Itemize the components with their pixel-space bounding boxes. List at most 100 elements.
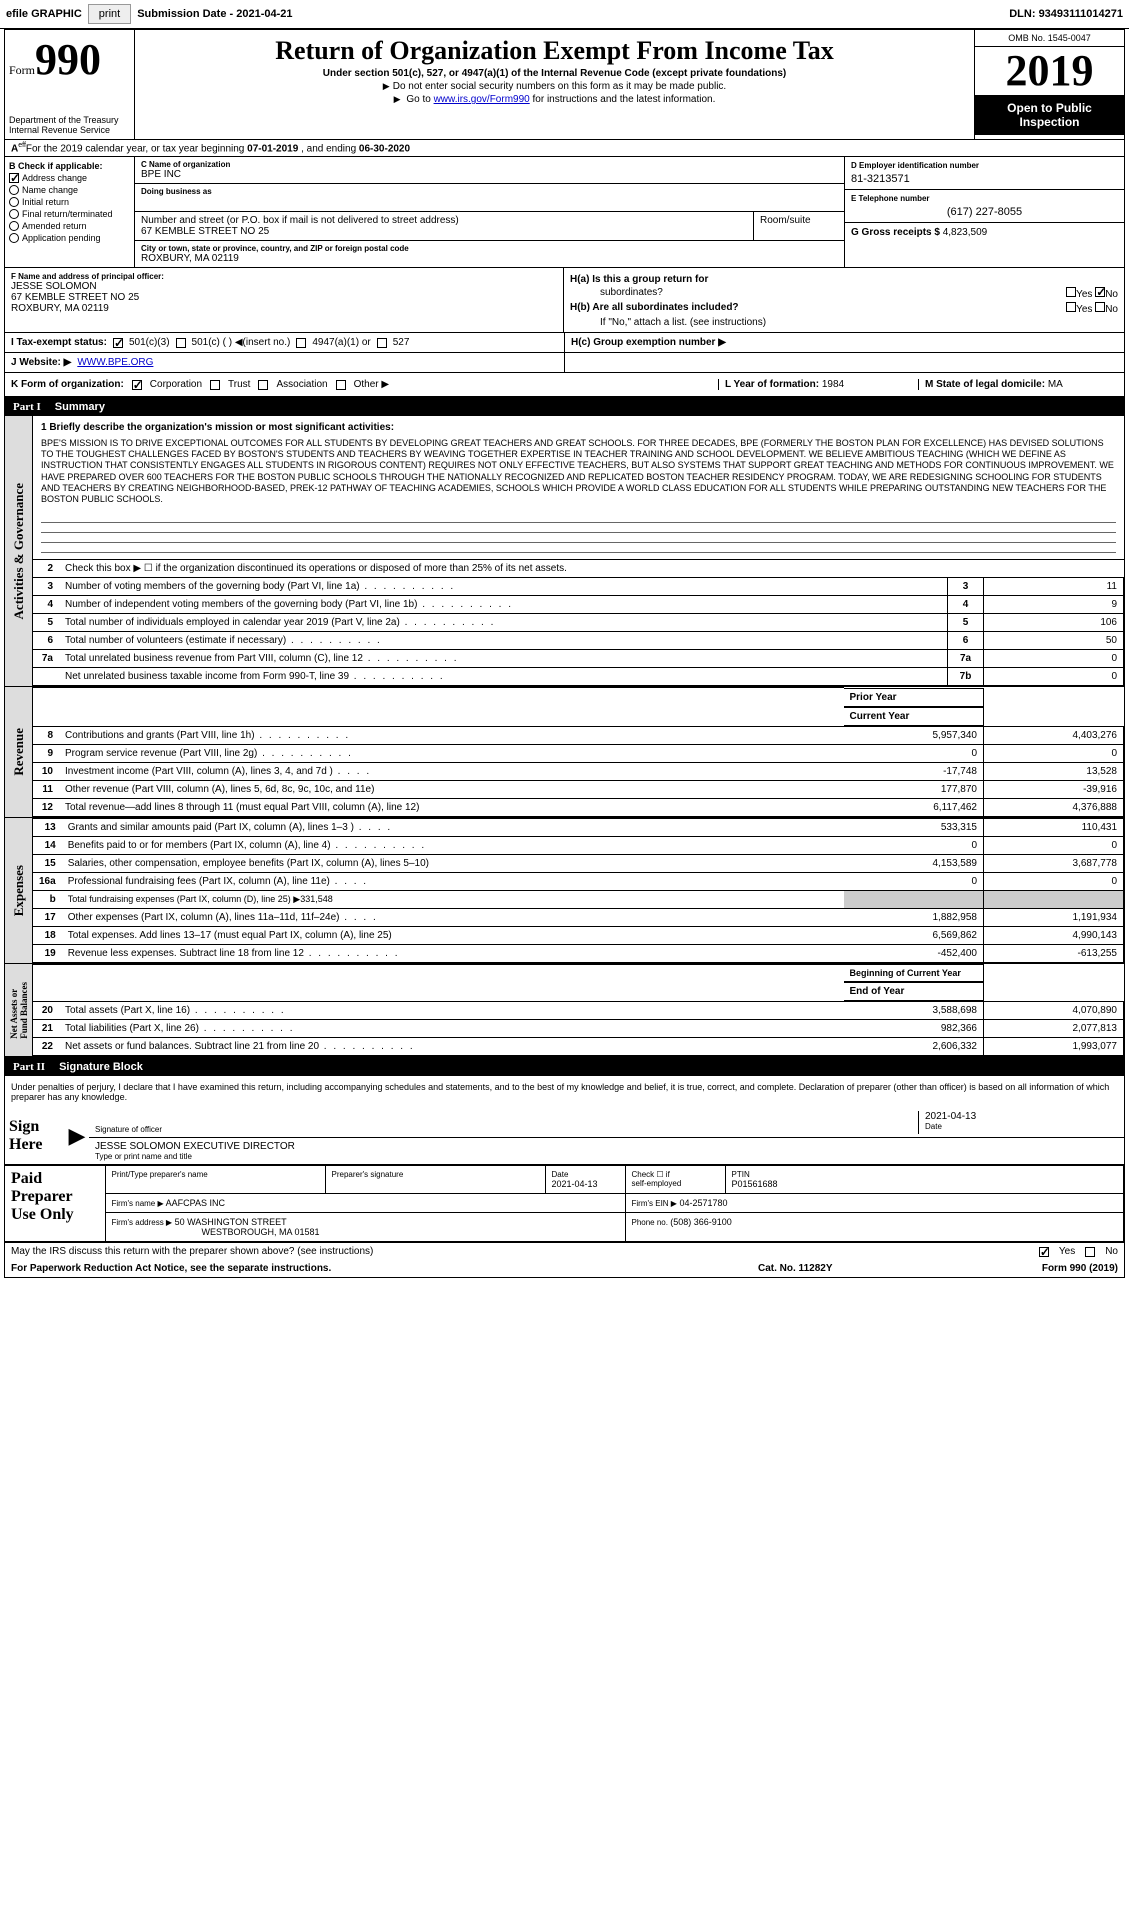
- print-button[interactable]: print: [88, 4, 131, 24]
- box-i-row: I Tax-exempt status: 501(c)(3) 501(c) ( …: [5, 333, 1124, 353]
- sig-date: 2021-04-13: [925, 1111, 1118, 1122]
- city-label: City or town, state or province, country…: [141, 244, 838, 253]
- chk-trust[interactable]: [210, 380, 220, 390]
- calendar-year-row: AeffFor the 2019 calendar year, or tax y…: [5, 140, 1124, 157]
- chk-address-change[interactable]: [9, 173, 19, 183]
- phone-value: (617) 227-8055: [851, 206, 1118, 218]
- box-deg: D Employer identification number 81-3213…: [844, 157, 1124, 267]
- chk-initial-return[interactable]: [9, 197, 19, 207]
- box-l: L Year of formation: 1984: [718, 379, 918, 390]
- box-j-row: J Website: ▶ WWW.BPE.ORG: [5, 353, 1124, 373]
- chk-other[interactable]: [336, 380, 346, 390]
- discuss-no[interactable]: [1085, 1247, 1095, 1257]
- vtab-revenue: Revenue: [5, 687, 33, 817]
- box-fh: F Name and address of principal officer:…: [5, 268, 1124, 333]
- revenue-table: Prior YearCurrent Year 8Contributions an…: [33, 687, 1124, 817]
- chk-527[interactable]: [377, 338, 387, 348]
- officer-name: JESSE SOLOMON: [11, 281, 557, 292]
- mission-text: BPE'S MISSION IS TO DRIVE EXCEPTIONAL OU…: [41, 438, 1116, 506]
- preparer-label: Preparer: [11, 1188, 99, 1206]
- box-c: C Name of organization BPE INC Doing bus…: [135, 157, 844, 267]
- chk-4947[interactable]: [296, 338, 306, 348]
- sign-here-block: Sign Here ▶ Signature of officer 2021-04…: [5, 1108, 1124, 1165]
- ha-no[interactable]: [1095, 287, 1105, 297]
- website-link[interactable]: WWW.BPE.ORG: [77, 357, 153, 368]
- header-right: OMB No. 1545-0047 2019 Open to PublicIns…: [974, 30, 1124, 139]
- activities-governance-section: Activities & Governance 1 Briefly descri…: [5, 416, 1124, 687]
- form-title: Return of Organization Exempt From Incom…: [141, 36, 968, 66]
- vtab-activities: Activities & Governance: [5, 416, 33, 686]
- part-2-header: Part IISignature Block: [5, 1058, 1124, 1076]
- box-klm: K Form of organization: Corporation Trus…: [5, 373, 1124, 398]
- net-assets-table: Beginning of Current YearEnd of Year 20T…: [33, 964, 1124, 1057]
- ha-yes[interactable]: [1066, 287, 1076, 297]
- sign-here-label: Sign Here: [5, 1108, 65, 1164]
- chk-corp[interactable]: [132, 380, 142, 390]
- paid-label: Paid: [11, 1170, 99, 1188]
- footer-row: For Paperwork Reduction Act Notice, see …: [5, 1260, 1124, 1277]
- chk-amended[interactable]: [9, 221, 19, 231]
- sig-officer-label: Signature of officer: [95, 1125, 918, 1134]
- box-m: M State of legal domicile: MA: [918, 379, 1118, 390]
- gross-receipts-value: 4,823,509: [943, 227, 988, 238]
- officer-name-title: JESSE SOLOMON EXECUTIVE DIRECTOR: [95, 1141, 1118, 1152]
- h-note: If "No," attach a list. (see instruction…: [570, 317, 1118, 328]
- penalty-statement: Under penalties of perjury, I declare th…: [5, 1076, 1124, 1108]
- expenses-table: 13Grants and similar amounts paid (Part …: [33, 818, 1124, 963]
- net-assets-section: Net Assets or Fund Balances Beginning of…: [5, 964, 1124, 1059]
- expenses-section: Expenses 13Grants and similar amounts pa…: [5, 818, 1124, 964]
- header-middle: Return of Organization Exempt From Incom…: [135, 30, 974, 139]
- chk-app-pending[interactable]: [9, 233, 19, 243]
- pra-notice: For Paperwork Reduction Act Notice, see …: [11, 1263, 758, 1274]
- officer-addr1: 67 KEMBLE STREET NO 25: [11, 292, 557, 303]
- org-name-label: C Name of organization: [141, 160, 838, 169]
- hb-no[interactable]: [1095, 302, 1105, 312]
- chk-name-change[interactable]: [9, 185, 19, 195]
- sign-arrow-icon: ▶: [65, 1108, 89, 1164]
- dln: DLN: 93493111014271: [1009, 8, 1123, 20]
- gross-receipts-label: G Gross receipts $: [851, 227, 943, 238]
- box-hc: H(c) Group exemption number ▶: [564, 333, 1124, 352]
- hb-yes[interactable]: [1066, 302, 1076, 312]
- vtab-net-assets: Net Assets or Fund Balances: [5, 964, 33, 1057]
- part-1-header: Part ISummary: [5, 398, 1124, 416]
- efile-label: efile GRAPHIC: [6, 8, 82, 20]
- use-only-label: Use Only: [11, 1206, 99, 1224]
- firm-address-1: 50 WASHINGTON STREET: [175, 1217, 287, 1227]
- box-i: I Tax-exempt status: 501(c)(3) 501(c) ( …: [5, 333, 564, 352]
- chk-assoc[interactable]: [258, 380, 268, 390]
- top-bar: efile GRAPHIC print Submission Date - 20…: [0, 0, 1129, 29]
- form-number: Form990: [9, 34, 130, 85]
- goto-note: Go to www.irs.gov/Form990 for instructio…: [141, 94, 968, 105]
- open-inspection: Open to PublicInspection: [975, 95, 1124, 135]
- dba-label: Doing business as: [141, 187, 838, 196]
- chk-501c[interactable]: [176, 338, 186, 348]
- form-990: Form990 Department of the Treasury Inter…: [4, 29, 1125, 1278]
- box-f: F Name and address of principal officer:…: [5, 268, 564, 332]
- chk-final-return[interactable]: [9, 209, 19, 219]
- paid-preparer-block: Paid Preparer Use Only Print/Type prepar…: [5, 1165, 1124, 1242]
- form-header: Form990 Department of the Treasury Inter…: [5, 30, 1124, 140]
- firm-ein: 04-2571780: [679, 1198, 727, 1208]
- header-left: Form990 Department of the Treasury Inter…: [5, 30, 135, 139]
- entity-block: B Check if applicable: Address change Na…: [5, 157, 1124, 268]
- tax-year: 2019: [975, 47, 1124, 95]
- omb-number: OMB No. 1545-0047: [975, 30, 1124, 47]
- box-b: B Check if applicable: Address change Na…: [5, 157, 135, 267]
- phone-label: E Telephone number: [851, 194, 1118, 203]
- ein-label: D Employer identification number: [851, 161, 1118, 170]
- addr-label: Number and street (or P.O. box if mail i…: [141, 215, 747, 226]
- city-state-zip: ROXBURY, MA 02119: [141, 253, 838, 264]
- governance-table: 2Check this box ▶ ☐ if the organization …: [33, 559, 1124, 686]
- irs-link[interactable]: www.irs.gov/Form990: [434, 94, 530, 105]
- submission-label: Submission Date - 2021-04-21: [137, 8, 292, 20]
- street-address: 67 KEMBLE STREET NO 25: [141, 226, 747, 237]
- discuss-yes[interactable]: [1039, 1247, 1049, 1257]
- dept-treasury: Department of the Treasury: [9, 115, 130, 125]
- ein-value: 81-3213571: [851, 173, 1118, 185]
- vtab-expenses: Expenses: [5, 818, 33, 963]
- room-label: Room/suite: [760, 215, 838, 226]
- form-subtitle: Under section 501(c), 527, or 4947(a)(1)…: [141, 68, 968, 79]
- chk-501c3[interactable]: [113, 338, 123, 348]
- firm-address-2: WESTBOROUGH, MA 01581: [112, 1227, 320, 1237]
